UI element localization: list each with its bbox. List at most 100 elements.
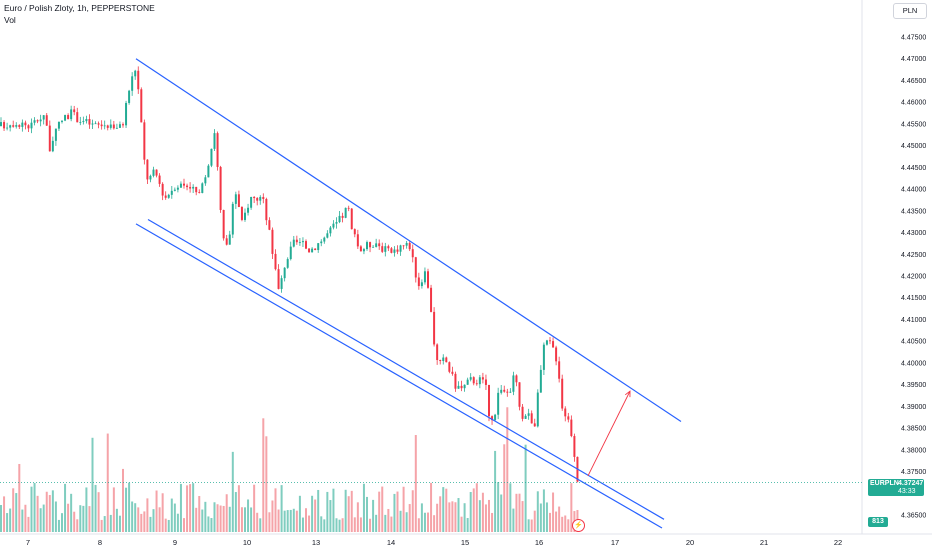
volume-bar (250, 507, 253, 532)
volume-bar (481, 492, 484, 532)
volume-bar (561, 516, 564, 532)
candle-body (24, 122, 27, 126)
volume-bar (253, 484, 256, 532)
candle-body (158, 175, 161, 184)
candle-body (201, 183, 204, 193)
candle-body (445, 357, 448, 363)
candle-body (131, 76, 134, 91)
time-tick-label: 9 (173, 538, 177, 547)
candle-body (210, 148, 213, 166)
volume-bar (210, 518, 213, 532)
candle-body (164, 195, 167, 198)
volume-bar (436, 503, 439, 532)
volume-bar (417, 518, 420, 532)
volume-bar (24, 504, 27, 532)
candle-body (137, 70, 140, 90)
candle-body (140, 89, 143, 123)
candle-body (143, 122, 146, 160)
volume-bar (478, 500, 481, 532)
volume-bar (149, 516, 152, 532)
volume-bar (460, 516, 463, 532)
volume-bar (234, 492, 237, 532)
candle-body (204, 177, 207, 184)
price-tick-label: 4.40500 (901, 339, 926, 346)
volume-bar (228, 506, 231, 532)
volume-bar (372, 499, 375, 532)
currency-button[interactable]: PLN (893, 3, 927, 19)
candle-body (542, 344, 545, 370)
volume-bar (451, 501, 454, 532)
volume-bar (103, 516, 106, 532)
volume-bar (30, 486, 33, 532)
candle-body (430, 287, 433, 312)
candle-body (549, 340, 551, 342)
volume-bar (362, 483, 365, 532)
candle-body (420, 282, 423, 287)
volume-bar (301, 517, 304, 532)
price-tag-symbol: EURPLN (870, 480, 899, 487)
volume-bar (283, 510, 286, 532)
candle-body (85, 118, 88, 122)
candle-body (36, 120, 39, 122)
candle-body (317, 243, 320, 251)
volume-bar (524, 444, 527, 532)
volume-bar (378, 491, 381, 532)
time-tick-label: 14 (387, 538, 395, 547)
candle-body (186, 185, 189, 188)
volume-bar (51, 490, 54, 532)
volume-bar (183, 518, 185, 532)
candle-body (558, 361, 561, 379)
candle-body (155, 169, 158, 176)
candle-body (451, 371, 454, 374)
volume-bar (262, 418, 265, 532)
candle-body (518, 382, 521, 407)
volume-bar (375, 514, 378, 532)
volume-bar (271, 500, 274, 532)
volume-bar (539, 503, 542, 532)
volume-bar (542, 489, 545, 532)
candle-body (320, 241, 323, 244)
lightning-icon[interactable]: ⚡ (572, 519, 585, 532)
candle-body (359, 246, 362, 252)
candle-body (378, 243, 381, 247)
volume-bar (122, 468, 124, 532)
candle-body (6, 127, 9, 129)
volume-bar (338, 519, 341, 532)
volume-bar (314, 499, 317, 532)
volume-bar (42, 504, 45, 532)
volume-bar (570, 483, 573, 532)
candle-body (387, 246, 390, 249)
channel-line-lower-2 (135, 223, 663, 529)
volume-bar (216, 504, 219, 532)
volume-bar (353, 517, 356, 532)
candle-body (216, 133, 219, 167)
candle-body (417, 277, 420, 287)
time-tick-label: 17 (611, 538, 619, 547)
candle-body (515, 375, 518, 383)
candle-body (54, 128, 57, 141)
candle-body (280, 278, 283, 289)
price-tick-label: 4.42500 (901, 252, 926, 259)
volume-bar (399, 510, 402, 532)
volume-bar (204, 501, 207, 532)
volume-bar (335, 518, 338, 532)
volume-bar (207, 516, 210, 532)
candle-body (3, 122, 6, 129)
volume-bar (280, 485, 283, 532)
candle-body (48, 125, 51, 152)
volume-bar (445, 488, 448, 532)
candle-body (433, 311, 436, 345)
price-tick-label: 4.42000 (901, 273, 926, 280)
candle-body (274, 253, 277, 270)
candle-body (564, 408, 567, 417)
last-price-tag: EURPLN 4.37247 43:33 (868, 479, 924, 496)
volume-bar (167, 519, 170, 532)
volume-bar (488, 499, 490, 532)
candle-body (76, 112, 79, 123)
volume-bar (311, 495, 314, 532)
volume-bar (323, 519, 326, 532)
candle-body (170, 190, 173, 195)
volume-bar (518, 493, 521, 532)
candle-body (118, 124, 121, 128)
